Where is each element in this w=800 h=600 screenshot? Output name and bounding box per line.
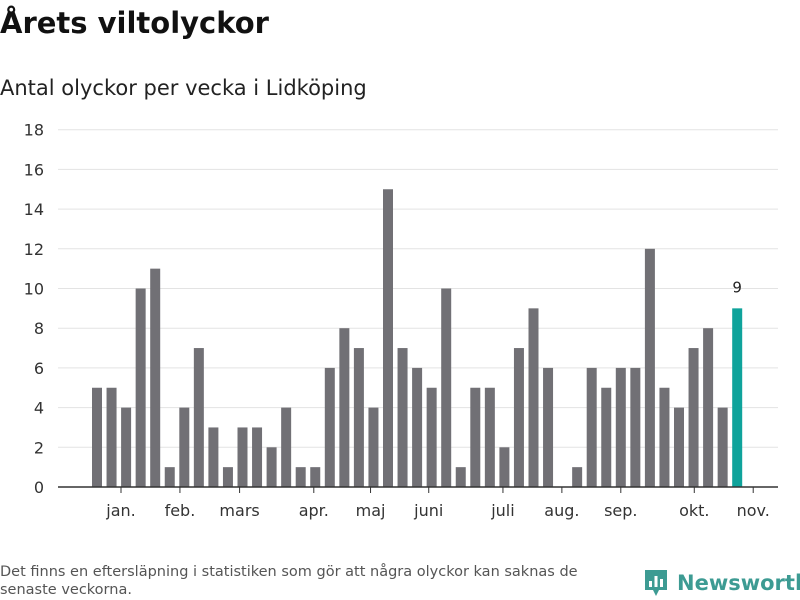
bar <box>543 367 554 487</box>
x-tick-label: okt. <box>679 501 709 520</box>
bar <box>135 288 146 487</box>
bar <box>383 189 393 487</box>
x-tick-label: nov. <box>737 501 770 520</box>
bar <box>121 407 132 487</box>
y-tick-label: 4 <box>34 399 44 418</box>
chart-title: Årets viltolyckor <box>0 6 269 40</box>
bar <box>441 288 452 487</box>
bar <box>601 387 612 487</box>
y-tick-label: 2 <box>34 438 44 457</box>
x-axis-ticks: jan. feb. mars apr. maj juni juli aug. sep. okt. n… <box>105 487 770 520</box>
bar <box>659 387 670 487</box>
x-tick-label: feb. <box>165 501 196 520</box>
y-tick-label: 16 <box>24 160 44 179</box>
bar <box>193 348 204 487</box>
x-tick-label: apr. <box>299 501 329 520</box>
bar <box>252 427 263 487</box>
y-tick-label: 6 <box>34 359 44 378</box>
bar <box>644 248 655 487</box>
x-tick-label: juni <box>413 501 443 520</box>
bar <box>324 367 335 487</box>
bar <box>310 467 321 487</box>
y-tick-label: 18 <box>24 121 44 140</box>
bar <box>237 427 248 487</box>
bar <box>164 467 175 487</box>
bar <box>412 367 423 487</box>
x-tick-label: jan. <box>105 501 135 520</box>
brand-logo: Newsworthy <box>643 568 800 598</box>
y-tick-label: 8 <box>34 319 44 338</box>
bar-chart: 0 2 4 6 8 10 12 14 16 18 9 jan. feb. mars apr. maj jun… <box>24 121 778 520</box>
bar <box>368 407 379 487</box>
brand-name: Newsworthy <box>677 571 800 595</box>
footnote: Det finns en eftersläpning i statistiken… <box>0 564 578 598</box>
bar <box>281 407 292 487</box>
highlight-value-label: 9 <box>732 278 742 296</box>
bar <box>426 387 437 487</box>
x-tick-label: mars <box>219 501 259 520</box>
bar <box>339 328 350 487</box>
bar <box>499 447 510 487</box>
x-tick-label: aug. <box>544 501 579 520</box>
bar <box>688 348 699 487</box>
bar <box>455 467 466 487</box>
grid-lines <box>58 129 778 448</box>
y-tick-label: 10 <box>24 280 44 299</box>
bar <box>572 467 583 487</box>
bar <box>586 367 597 487</box>
bar <box>630 367 641 487</box>
x-tick-label: maj <box>356 501 386 520</box>
bar <box>222 467 233 487</box>
bar <box>615 367 626 487</box>
y-axis-ticks: 0 2 4 6 8 10 12 14 16 18 <box>24 121 44 497</box>
bar <box>470 387 481 487</box>
bar <box>179 407 190 487</box>
x-tick-label: juli <box>490 501 514 520</box>
y-tick-label: 12 <box>24 240 44 259</box>
x-tick-label: sep. <box>604 501 637 520</box>
bar <box>295 467 306 487</box>
bar-highlight <box>732 308 743 487</box>
bar <box>717 407 728 487</box>
bar <box>674 407 684 487</box>
bar <box>208 427 219 487</box>
y-tick-label: 0 <box>34 478 44 497</box>
bar <box>484 387 495 487</box>
bar <box>150 268 161 487</box>
bar <box>353 348 364 487</box>
bar <box>513 348 524 487</box>
newsworthy-logo-icon <box>645 570 667 596</box>
bar <box>703 328 714 487</box>
bar <box>106 387 117 487</box>
y-tick-label: 14 <box>24 200 44 219</box>
bar <box>266 447 277 487</box>
bar <box>397 348 408 487</box>
data-labels: 9 <box>732 278 742 296</box>
bars <box>92 189 743 487</box>
chart-subtitle: Antal olyckor per vecka i Lidköping <box>0 76 367 100</box>
bar <box>528 308 539 487</box>
bar <box>92 387 102 487</box>
